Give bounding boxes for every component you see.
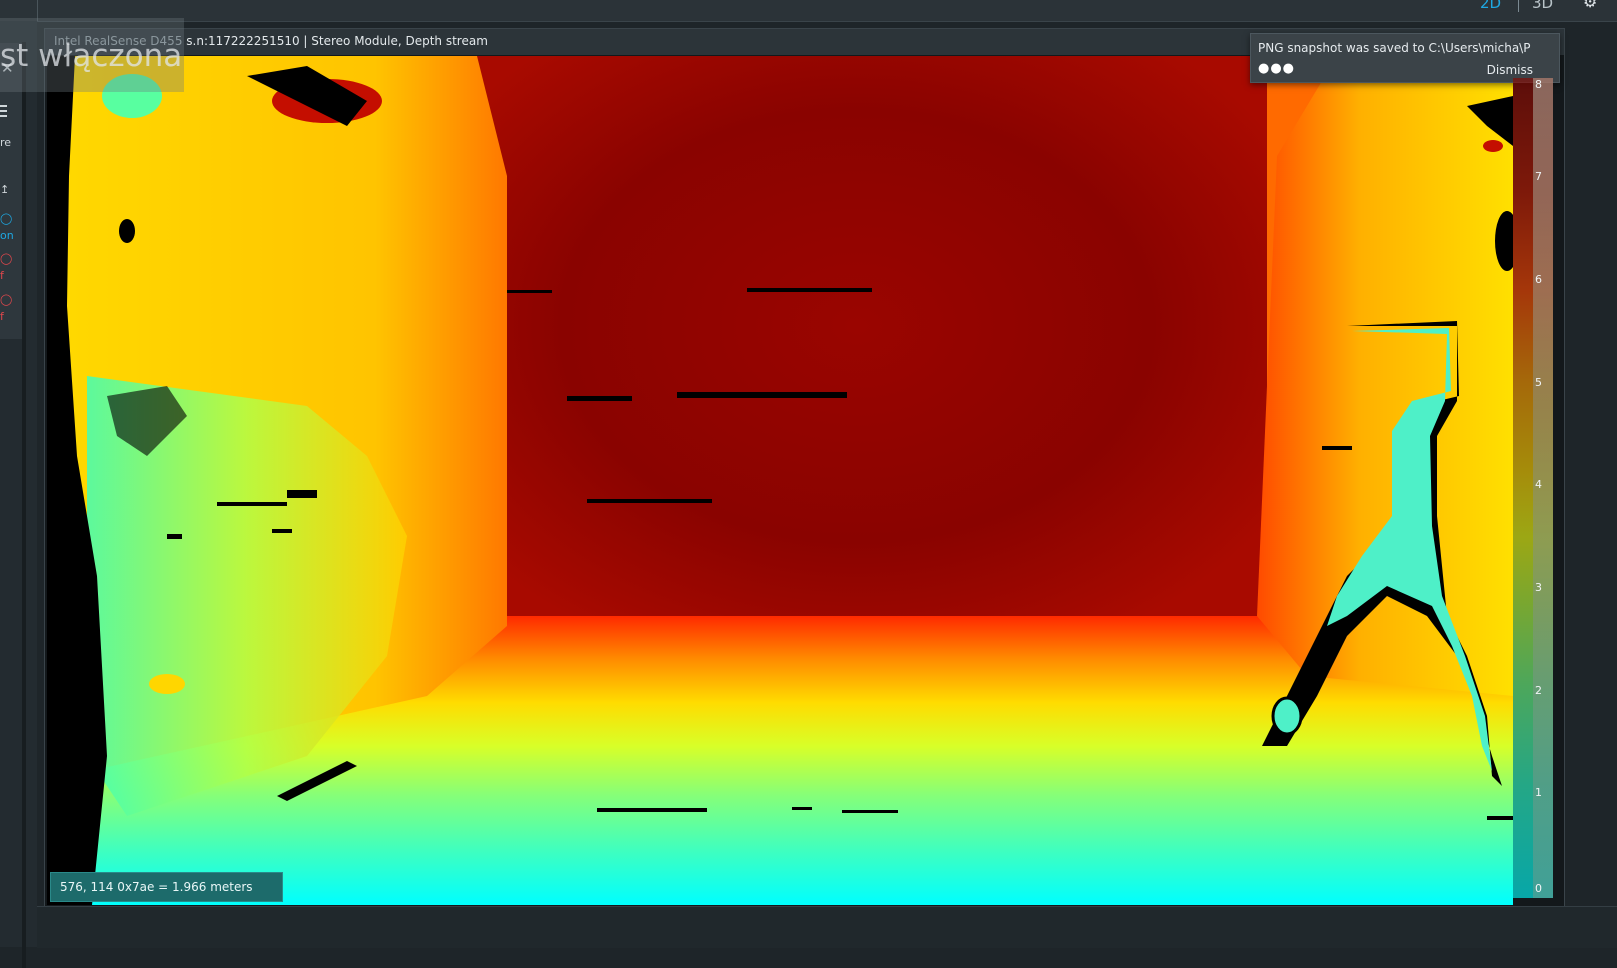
toggle-off-icon[interactable]: ◯ (0, 252, 13, 265)
close-icon[interactable]: ✕ (1, 59, 14, 77)
dismiss-button[interactable]: Dismiss (1486, 63, 1533, 77)
view-2d-button[interactable]: 2D (1480, 0, 1502, 12)
colorbar-label: 7 (1535, 170, 1542, 183)
colorbar-label: 1 (1535, 786, 1542, 799)
colorbar-label: 0 (1535, 882, 1542, 895)
sidebar-item-label[interactable]: f (0, 269, 4, 282)
stream-title: Intel RealSense D455 s.n:117222251510 | … (54, 34, 488, 48)
colorbar-label: 4 (1535, 478, 1542, 491)
snapshot-notification: PNG snapshot was saved to C:\Users\micha… (1250, 33, 1560, 83)
colorbar-label: 2 (1535, 684, 1542, 697)
colorbar-label: 6 (1535, 273, 1542, 286)
background-window-fragment: st włączona (0, 18, 184, 92)
left-panel: ✕ re ↥ ◯ on ◯ f ◯ f (0, 21, 37, 968)
notification-message: PNG snapshot was saved to C:\Users\micha… (1258, 41, 1531, 55)
view-3d-button[interactable]: 3D (1532, 0, 1554, 12)
sidebar-item-label[interactable]: on (0, 229, 14, 242)
stream-details: s.n:117222251510 | Stereo Module, Depth … (186, 34, 488, 48)
depth-readout: 576, 114 0x7ae = 1.966 meters (50, 872, 283, 902)
upload-icon[interactable]: ↥ (0, 183, 10, 196)
bottom-panel (37, 906, 1617, 948)
hamburger-icon[interactable] (0, 105, 7, 118)
colorbar-label: 5 (1535, 376, 1542, 389)
depth-colorbar: 8 7 6 5 4 3 2 1 0 (1513, 78, 1553, 898)
toggle-on-icon[interactable]: ◯ (0, 212, 13, 225)
top-toolbar: 2D 3D ⚙ (0, 0, 1617, 22)
sidebar-item-label[interactable]: re (0, 136, 12, 149)
gear-icon[interactable]: ⚙ (1583, 0, 1598, 11)
colorbar-scale (1533, 78, 1553, 898)
stream-viewport[interactable]: Intel RealSense D455 s.n:117222251510 | … (44, 28, 1565, 907)
sidebar-item-label[interactable]: f (0, 310, 4, 323)
readout-text: 576, 114 0x7ae = 1.966 meters (60, 880, 253, 894)
colorbar-label: 3 (1535, 581, 1542, 594)
background-window-text: st włączona (0, 38, 183, 74)
toolbar-left-region (0, 0, 38, 21)
colorbar-label: 8 (1535, 78, 1542, 91)
depth-image[interactable] (47, 56, 1513, 905)
panel-splitter[interactable] (22, 42, 26, 968)
more-options-icon[interactable]: ●●● (1258, 61, 1296, 76)
device-name: Intel RealSense D455 (54, 34, 183, 48)
toggle-off-icon[interactable]: ◯ (0, 293, 13, 306)
toolbar-divider (1518, 0, 1519, 12)
